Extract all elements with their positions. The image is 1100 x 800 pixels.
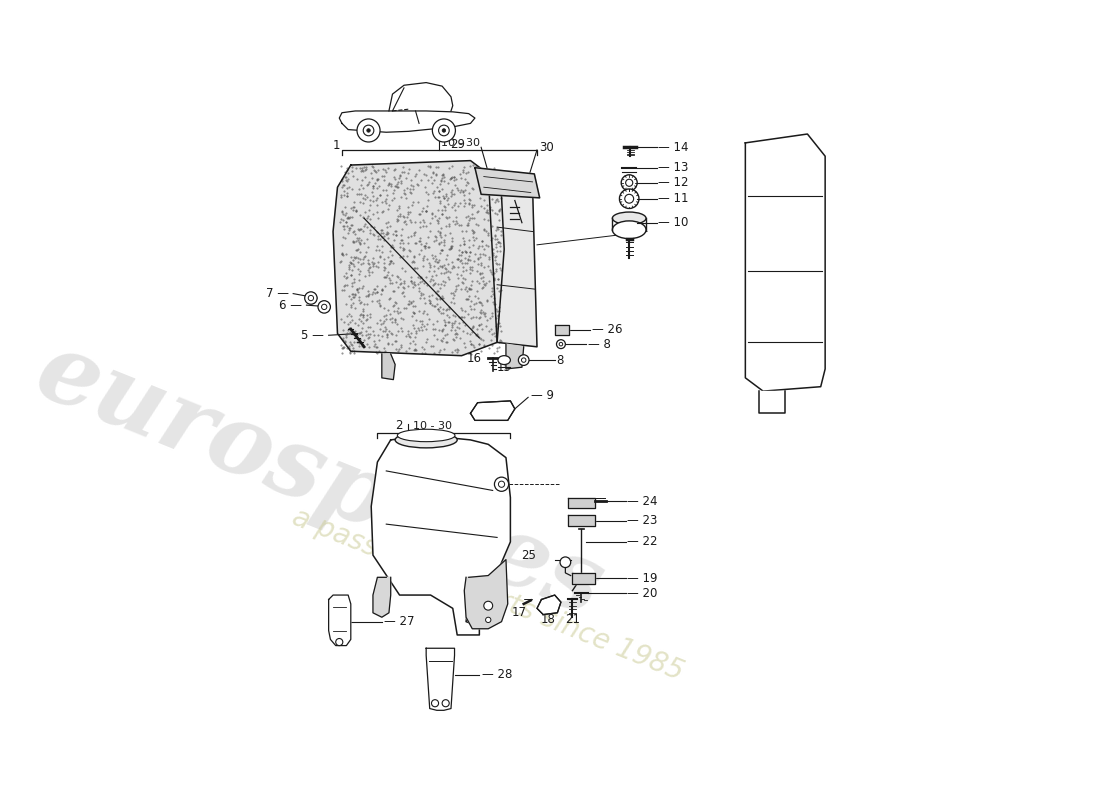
Circle shape [363, 125, 374, 136]
Text: 15: 15 [497, 361, 512, 374]
Text: 7 —: 7 — [266, 287, 288, 300]
Polygon shape [572, 573, 595, 583]
Polygon shape [568, 515, 595, 526]
Ellipse shape [613, 221, 646, 238]
Text: — 8: — 8 [587, 338, 610, 350]
Circle shape [321, 304, 327, 310]
Circle shape [560, 557, 571, 567]
Circle shape [358, 119, 381, 142]
Circle shape [305, 292, 317, 304]
Polygon shape [329, 595, 351, 646]
Text: — 13: — 13 [659, 162, 689, 174]
Circle shape [498, 481, 505, 487]
Ellipse shape [397, 430, 455, 442]
Polygon shape [464, 559, 508, 629]
Text: — 12: — 12 [659, 176, 689, 190]
Polygon shape [475, 168, 540, 198]
Circle shape [619, 189, 639, 209]
Text: — 28: — 28 [482, 668, 513, 682]
Polygon shape [471, 401, 515, 420]
Ellipse shape [395, 432, 458, 448]
Circle shape [318, 301, 330, 313]
Polygon shape [537, 595, 561, 614]
Circle shape [442, 129, 446, 132]
Ellipse shape [498, 356, 510, 365]
Circle shape [559, 342, 563, 346]
Text: 17: 17 [512, 606, 527, 619]
Text: 5 —: 5 — [301, 329, 324, 342]
Text: 2: 2 [395, 419, 403, 432]
Text: — 9: — 9 [531, 389, 553, 402]
Polygon shape [554, 325, 569, 335]
Circle shape [439, 125, 449, 136]
Text: 1: 1 [332, 139, 340, 152]
Circle shape [484, 602, 493, 610]
Circle shape [521, 358, 526, 362]
Polygon shape [373, 578, 390, 618]
Text: 10 - 30: 10 - 30 [412, 421, 452, 430]
Circle shape [308, 295, 314, 301]
Circle shape [431, 700, 439, 706]
Text: — 11: — 11 [659, 192, 689, 206]
Text: 8: 8 [557, 354, 564, 366]
Ellipse shape [613, 212, 646, 225]
Text: — 26: — 26 [592, 323, 623, 337]
Text: — 20: — 20 [627, 586, 658, 600]
Polygon shape [371, 435, 510, 635]
Text: 16: 16 [468, 352, 482, 365]
Text: 18: 18 [541, 614, 556, 626]
Text: 25: 25 [520, 549, 536, 562]
Polygon shape [568, 498, 595, 508]
Text: eurospares: eurospares [23, 323, 617, 636]
Text: — 22: — 22 [627, 535, 658, 548]
Text: — 24: — 24 [627, 494, 658, 507]
Circle shape [485, 618, 491, 622]
Polygon shape [506, 344, 524, 369]
Polygon shape [382, 354, 395, 380]
Text: — 27: — 27 [385, 615, 415, 628]
Circle shape [442, 700, 449, 706]
Polygon shape [426, 648, 454, 710]
Circle shape [366, 129, 371, 132]
Polygon shape [339, 111, 475, 132]
Polygon shape [488, 174, 537, 347]
Text: 6 —: 6 — [279, 298, 302, 312]
Polygon shape [746, 134, 825, 391]
Circle shape [625, 194, 634, 203]
Text: — 19: — 19 [627, 572, 658, 585]
Text: 21: 21 [565, 614, 580, 626]
Circle shape [621, 174, 637, 190]
Text: — 10: — 10 [659, 216, 689, 229]
Polygon shape [333, 161, 504, 356]
Text: — 23: — 23 [627, 514, 658, 527]
Polygon shape [759, 391, 785, 414]
Circle shape [626, 179, 632, 186]
Text: 10 - 30: 10 - 30 [441, 138, 481, 148]
Circle shape [557, 340, 565, 349]
Text: — 14: — 14 [659, 141, 689, 154]
Text: a passion for parts since 1985: a passion for parts since 1985 [288, 503, 688, 686]
Circle shape [518, 354, 529, 366]
Polygon shape [389, 82, 453, 111]
Text: 30: 30 [539, 141, 553, 154]
Circle shape [432, 119, 455, 142]
Circle shape [336, 638, 343, 646]
Text: 29: 29 [450, 138, 464, 151]
Circle shape [494, 477, 508, 491]
